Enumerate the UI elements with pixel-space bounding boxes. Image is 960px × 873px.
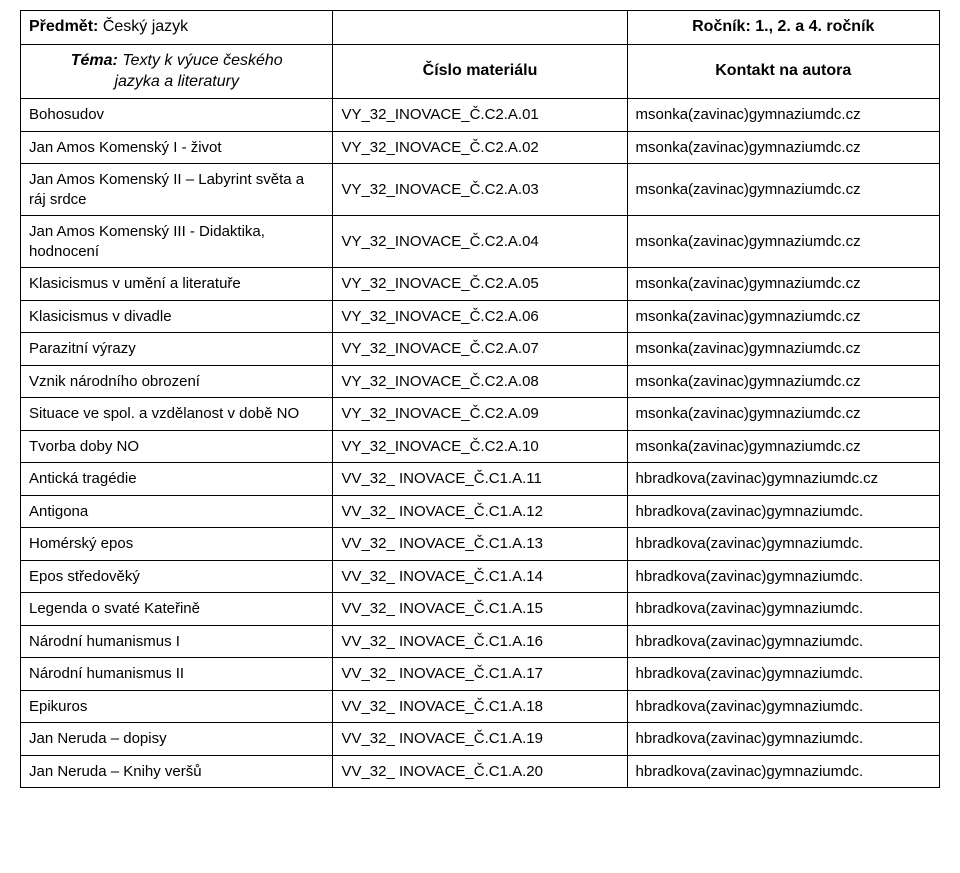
table-row: Vznik národního obrozeníVY_32_INOVACE_Č.… <box>21 365 940 398</box>
contact-cell: hbradkova(zavinac)gymnaziumdc. <box>627 625 939 658</box>
code-cell: VV_32_ INOVACE_Č.C1.A.11 <box>333 463 627 496</box>
subject-label: Předmět: <box>29 18 98 35</box>
contact-cell: hbradkova(zavinac)gymnaziumdc. <box>627 528 939 561</box>
contact-cell: msonka(zavinac)gymnaziumdc.cz <box>627 430 939 463</box>
table-row: Jan Amos Komenský II – Labyrint světa a … <box>21 164 940 216</box>
contact-cell: hbradkova(zavinac)gymnaziumdc. <box>627 755 939 788</box>
grade-label: Ročník: <box>692 18 751 35</box>
contact-cell: msonka(zavinac)gymnaziumdc.cz <box>627 300 939 333</box>
header-row-1: Předmět: Český jazyk Ročník: 1., 2. a 4.… <box>21 11 940 45</box>
material-number-header: Číslo materiálu <box>333 44 627 99</box>
code-cell: VY_32_INOVACE_Č.C2.A.07 <box>333 333 627 366</box>
topic-cell: Jan Neruda – dopisy <box>21 723 333 756</box>
topic-cell: Epikuros <box>21 690 333 723</box>
contact-cell: msonka(zavinac)gymnaziumdc.cz <box>627 333 939 366</box>
materials-table: Předmět: Český jazyk Ročník: 1., 2. a 4.… <box>20 10 940 788</box>
code-cell: VY_32_INOVACE_Č.C2.A.08 <box>333 365 627 398</box>
contact-cell: msonka(zavinac)gymnaziumdc.cz <box>627 99 939 132</box>
table-row: Homérský eposVV_32_ INOVACE_Č.C1.A.13hbr… <box>21 528 940 561</box>
contact-cell: msonka(zavinac)gymnaziumdc.cz <box>627 164 939 216</box>
header-row-2: Téma: Texty k výuce českého jazyka a lit… <box>21 44 940 99</box>
code-cell: VY_32_INOVACE_Č.C2.A.06 <box>333 300 627 333</box>
topic-cell: Tvorba doby NO <box>21 430 333 463</box>
code-cell: VV_32_ INOVACE_Č.C1.A.14 <box>333 560 627 593</box>
code-cell: VV_32_ INOVACE_Č.C1.A.20 <box>333 755 627 788</box>
code-cell: VV_32_ INOVACE_Č.C1.A.16 <box>333 625 627 658</box>
code-cell: VY_32_INOVACE_Č.C2.A.09 <box>333 398 627 431</box>
table-row: Antická tragédieVV_32_ INOVACE_Č.C1.A.11… <box>21 463 940 496</box>
table-row: EpikurosVV_32_ INOVACE_Č.C1.A.18hbradkov… <box>21 690 940 723</box>
topic-cell: Epos středověký <box>21 560 333 593</box>
contact-cell: msonka(zavinac)gymnaziumdc.cz <box>627 131 939 164</box>
topic-cell: Antická tragédie <box>21 463 333 496</box>
topic-cell: Bohosudov <box>21 99 333 132</box>
table-row: AntigonaVV_32_ INOVACE_Č.C1.A.12hbradkov… <box>21 495 940 528</box>
topic-cell: Klasicismus v umění a literatuře <box>21 268 333 301</box>
contact-cell: hbradkova(zavinac)gymnaziumdc. <box>627 495 939 528</box>
topic-cell: Jan Amos Komenský III - Didaktika, hodno… <box>21 216 333 268</box>
topic-cell: Jan Amos Komenský I - život <box>21 131 333 164</box>
table-row: Jan Neruda – dopisyVV_32_ INOVACE_Č.C1.A… <box>21 723 940 756</box>
topic-cell: Situace ve spol. a vzdělanost v době NO <box>21 398 333 431</box>
subject-value-text: Český jazyk <box>103 18 188 35</box>
contact-cell: hbradkova(zavinac)gymnaziumdc. <box>627 560 939 593</box>
code-cell: VV_32_ INOVACE_Č.C1.A.12 <box>333 495 627 528</box>
table-row: Epos středověkýVV_32_ INOVACE_Č.C1.A.14h… <box>21 560 940 593</box>
theme-label: Téma: <box>71 52 118 69</box>
table-row: Jan Amos Komenský I - životVY_32_INOVACE… <box>21 131 940 164</box>
topic-cell: Antigona <box>21 495 333 528</box>
code-cell: VV_32_ INOVACE_Č.C1.A.13 <box>333 528 627 561</box>
code-cell: VY_32_INOVACE_Č.C2.A.10 <box>333 430 627 463</box>
table-row: Národní humanismus IIVV_32_ INOVACE_Č.C1… <box>21 658 940 691</box>
table-row: BohosudovVY_32_INOVACE_Č.C2.A.01msonka(z… <box>21 99 940 132</box>
table-row: Klasicismus v umění a literatuřeVY_32_IN… <box>21 268 940 301</box>
contact-cell: msonka(zavinac)gymnaziumdc.cz <box>627 398 939 431</box>
topic-cell: Národní humanismus II <box>21 658 333 691</box>
code-cell: VY_32_INOVACE_Č.C2.A.05 <box>333 268 627 301</box>
topic-cell: Klasicismus v divadle <box>21 300 333 333</box>
topic-cell: Jan Neruda – Knihy veršů <box>21 755 333 788</box>
table-row: Klasicismus v divadleVY_32_INOVACE_Č.C2.… <box>21 300 940 333</box>
code-cell: VV_32_ INOVACE_Č.C1.A.18 <box>333 690 627 723</box>
code-cell: VV_32_ INOVACE_Č.C1.A.17 <box>333 658 627 691</box>
topic-cell: Jan Amos Komenský II – Labyrint světa a … <box>21 164 333 216</box>
grade-value: 1., 2. a 4. ročník <box>755 18 874 35</box>
code-cell: VV_32_ INOVACE_Č.C1.A.15 <box>333 593 627 626</box>
contact-cell: msonka(zavinac)gymnaziumdc.cz <box>627 365 939 398</box>
contact-cell: hbradkova(zavinac)gymnaziumdc. <box>627 690 939 723</box>
table-row: Jan Amos Komenský III - Didaktika, hodno… <box>21 216 940 268</box>
contact-header: Kontakt na autora <box>627 44 939 99</box>
table-row: Parazitní výrazyVY_32_INOVACE_Č.C2.A.07m… <box>21 333 940 366</box>
table-row: Legenda o svaté KateřiněVV_32_ INOVACE_Č… <box>21 593 940 626</box>
theme-cell: Téma: Texty k výuce českého jazyka a lit… <box>21 44 333 99</box>
table-row: Jan Neruda – Knihy veršůVV_32_ INOVACE_Č… <box>21 755 940 788</box>
contact-cell: msonka(zavinac)gymnaziumdc.cz <box>627 268 939 301</box>
contact-cell: hbradkova(zavinac)gymnaziumdc.cz <box>627 463 939 496</box>
contact-cell: msonka(zavinac)gymnaziumdc.cz <box>627 216 939 268</box>
topic-cell: Legenda o svaté Kateřině <box>21 593 333 626</box>
topic-cell: Parazitní výrazy <box>21 333 333 366</box>
table-row: Národní humanismus IVV_32_ INOVACE_Č.C1.… <box>21 625 940 658</box>
contact-cell: hbradkova(zavinac)gymnaziumdc. <box>627 723 939 756</box>
contact-cell: hbradkova(zavinac)gymnaziumdc. <box>627 658 939 691</box>
code-cell: VY_32_INOVACE_Č.C2.A.02 <box>333 131 627 164</box>
grade-cell: Ročník: 1., 2. a 4. ročník <box>627 11 939 45</box>
theme-line1: Texty k výuce českého <box>122 52 282 69</box>
theme-line2: jazyka a literatury <box>114 73 239 90</box>
topic-cell: Homérský epos <box>21 528 333 561</box>
code-cell: VV_32_ INOVACE_Č.C1.A.19 <box>333 723 627 756</box>
topic-cell: Vznik národního obrození <box>21 365 333 398</box>
empty-cell <box>333 11 627 45</box>
subject-cell: Předmět: Český jazyk <box>21 11 333 45</box>
code-cell: VY_32_INOVACE_Č.C2.A.03 <box>333 164 627 216</box>
table-row: Tvorba doby NOVY_32_INOVACE_Č.C2.A.10mso… <box>21 430 940 463</box>
contact-cell: hbradkova(zavinac)gymnaziumdc. <box>627 593 939 626</box>
table-row: Situace ve spol. a vzdělanost v době NOV… <box>21 398 940 431</box>
page: Předmět: Český jazyk Ročník: 1., 2. a 4.… <box>0 0 960 808</box>
code-cell: VY_32_INOVACE_Č.C2.A.04 <box>333 216 627 268</box>
code-cell: VY_32_INOVACE_Č.C2.A.01 <box>333 99 627 132</box>
topic-cell: Národní humanismus I <box>21 625 333 658</box>
